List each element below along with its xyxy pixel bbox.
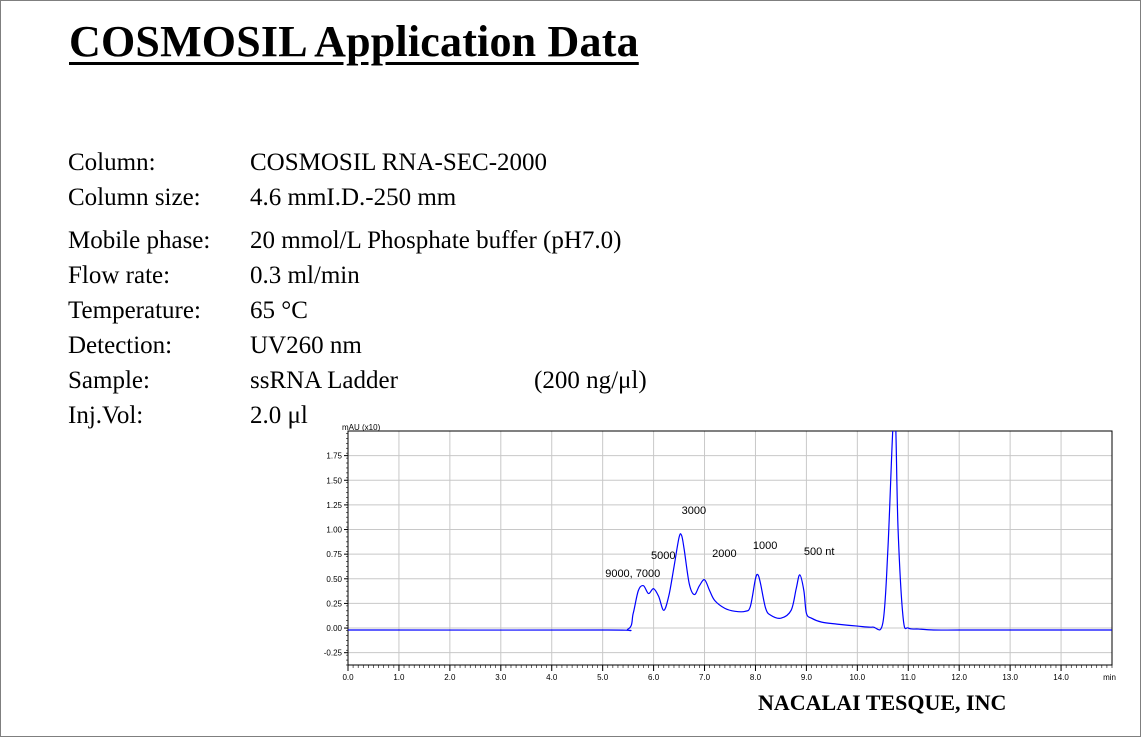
- x-tick-label: 12.0: [951, 673, 967, 682]
- x-tick-label: 10.0: [850, 673, 866, 682]
- spec-value: COSMOSIL RNA-SEC-2000: [250, 149, 548, 176]
- x-tick-label: 0.0: [342, 673, 354, 682]
- spec-label: Column size:: [68, 184, 201, 211]
- x-tick-label: 14.0: [1053, 673, 1069, 682]
- spec-value: 0.3 ml/min: [250, 262, 360, 289]
- x-tick-label: 2.0: [444, 673, 456, 682]
- x-tick-label: 4.0: [546, 673, 558, 682]
- spec-label: Flow rate:: [68, 262, 171, 289]
- spec-value: 2.0 μl: [250, 402, 308, 429]
- spec-value: 20 mmol/L Phosphate buffer (pH7.0): [250, 227, 622, 254]
- spec-value: 65 °C: [250, 297, 308, 324]
- chromatogram-chart: 1.75 1.50 1.25 1.00 0.75 0.50 0.25 0.00 -0.25 0.0…: [324, 423, 1116, 682]
- spec-value: UV260 nm: [250, 332, 362, 359]
- spec-label: Inj.Vol:: [68, 402, 144, 429]
- peak-label: 9000, 7000: [605, 568, 660, 580]
- x-tick-label: 13.0: [1002, 673, 1018, 682]
- x-tick-label: 6.0: [648, 673, 660, 682]
- spec-label: Temperature:: [68, 297, 201, 324]
- y-tick-label: 0.50: [326, 575, 342, 584]
- y-tick-label: 1.25: [326, 501, 342, 510]
- y-tick-label: 1.75: [326, 452, 342, 461]
- x-tick-label: 1.0: [393, 673, 405, 682]
- company-name: NACALAI TESQUE, INC: [758, 690, 1007, 715]
- y-tick-label: 0.75: [326, 550, 342, 559]
- y-tick-label: 1.50: [326, 476, 342, 485]
- x-tick-label: 3.0: [495, 673, 507, 682]
- chromatogram-trace: [348, 431, 1112, 632]
- y-tick-label: 0.00: [326, 624, 342, 633]
- spec-label: Column:: [68, 149, 156, 176]
- spec-label: Detection:: [68, 332, 173, 359]
- spec-value: ssRNA Ladder: [250, 367, 398, 394]
- peak-label: 500 nt: [804, 546, 835, 558]
- peak-label: 5000: [651, 550, 675, 562]
- x-tick-label: 8.0: [750, 673, 762, 682]
- y-tick-label: 1.00: [326, 526, 342, 535]
- peak-label: 3000: [682, 505, 706, 517]
- x-tick-label: 11.0: [901, 673, 917, 682]
- y-tick-label: 0.25: [326, 599, 342, 608]
- x-tick-label: 9.0: [801, 673, 813, 682]
- y-axis-label: mAU (x10): [342, 423, 381, 432]
- peak-label: 2000: [712, 548, 736, 560]
- x-tick-label: 5.0: [597, 673, 609, 682]
- spec-label: Sample:: [68, 367, 150, 394]
- peak-label: 1000: [753, 540, 777, 552]
- spec-value: 4.6 mmI.D.-250 mm: [250, 184, 457, 211]
- page-title: COSMOSIL Application Data: [69, 17, 639, 66]
- y-tick-label: -0.25: [324, 649, 343, 658]
- spec-label: Mobile phase:: [68, 227, 211, 254]
- spec-extra: (200 ng/μl): [534, 367, 647, 394]
- x-axis-label: min: [1103, 673, 1116, 682]
- x-tick-label: 7.0: [699, 673, 711, 682]
